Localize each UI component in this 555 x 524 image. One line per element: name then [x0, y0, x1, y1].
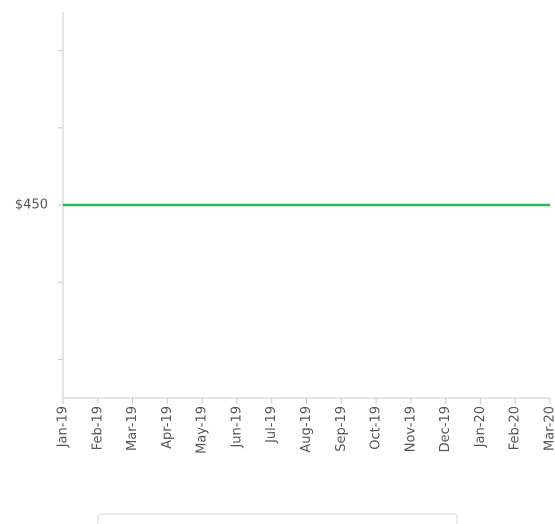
x-tick-label: Jan-19 [56, 406, 71, 448]
x-tick-label: Aug-19 [299, 406, 314, 453]
x-tick-label: Oct-19 [369, 406, 384, 450]
x-tick-label: Dec-19 [438, 406, 453, 452]
x-tick-label: Sep-19 [334, 406, 349, 452]
x-tick-label: Mar-20 [543, 406, 555, 451]
x-tick-label: Feb-20 [508, 406, 523, 450]
legend-box [97, 513, 458, 524]
x-tick-label: Apr-19 [160, 406, 175, 449]
y-tick-label: $450 [15, 198, 48, 213]
x-tick-label: Nov-19 [403, 406, 418, 452]
x-tick-label: Jun-19 [229, 406, 244, 449]
legend: Locality: Altona North, 3025 - Houses [97, 513, 458, 524]
x-tick-label: Jan-20 [473, 406, 488, 448]
x-tick-label: May-19 [195, 406, 210, 454]
x-tick-label: Jul-19 [264, 406, 279, 444]
x-tick-label: Feb-19 [90, 406, 105, 450]
x-tick-label: Mar-19 [125, 406, 140, 451]
